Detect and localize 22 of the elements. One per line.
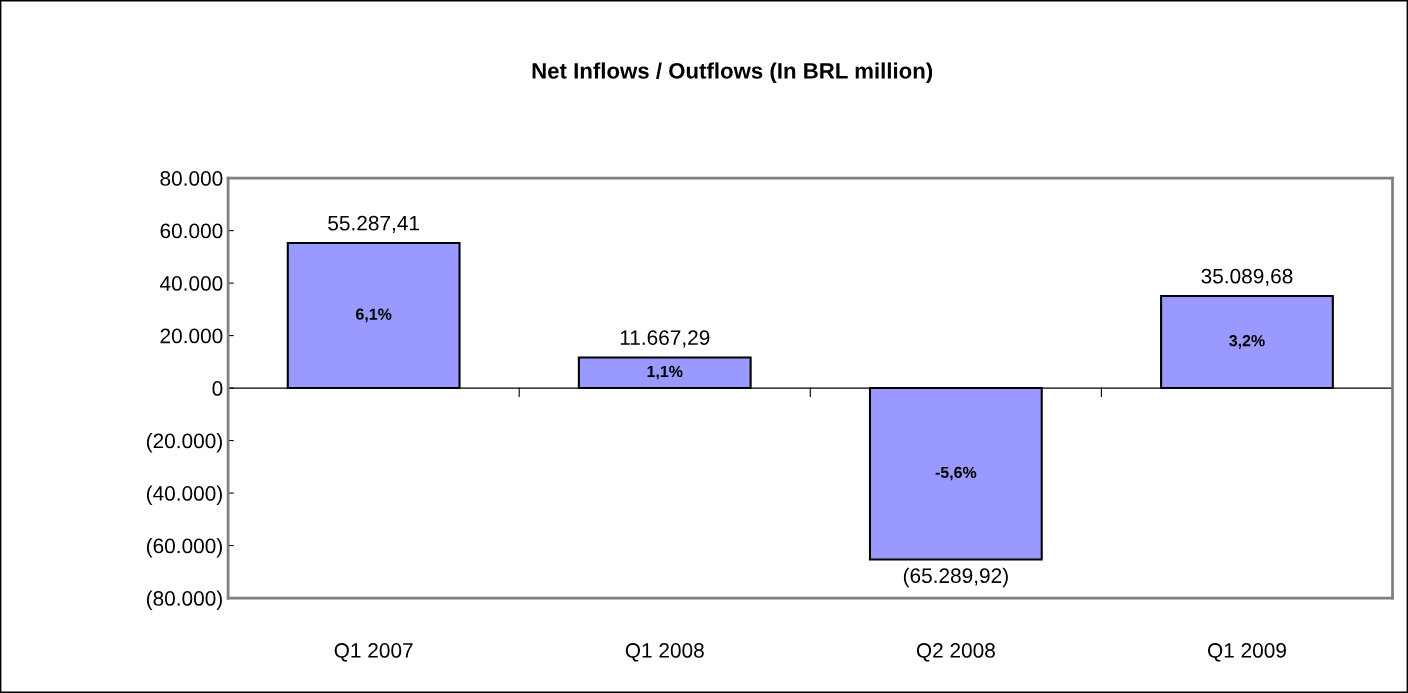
y-tick-label: (20.000) [146, 433, 222, 453]
y-tick-label: 80.000 [160, 171, 223, 186]
x-tick-label: Q1 2009 [1207, 643, 1286, 662]
y-tick-label: (60.000) [146, 538, 222, 558]
annotation: 6,1% [356, 308, 392, 323]
y-tick-label: (80.000) [146, 590, 222, 610]
x-tick-label: Q1 2008 [625, 643, 704, 662]
y-tick-label: 60.000 [160, 223, 223, 239]
x-tick-label: Q2 2008 [916, 643, 995, 662]
chart-title: Net Inflows / Outflows (In BRL million) [532, 62, 933, 84]
data-label: 11.667,29 [620, 330, 710, 348]
y-tick-label: 0 [212, 381, 223, 396]
annotation: 1,1% [647, 365, 683, 380]
annotation: 3,2% [1229, 335, 1265, 349]
y-tick-label: 20.000 [160, 328, 223, 344]
y-tick-label: 40.000 [160, 276, 223, 291]
y-tick-label: (40.000) [146, 485, 222, 505]
x-tick-label: Q1 2007 [334, 643, 413, 662]
annotation: -5,6% [935, 466, 977, 481]
data-label: (65.289,92) [903, 567, 1008, 588]
data-label: 55.287,41 [328, 215, 419, 233]
data-label: 35.089,68 [1201, 268, 1293, 286]
